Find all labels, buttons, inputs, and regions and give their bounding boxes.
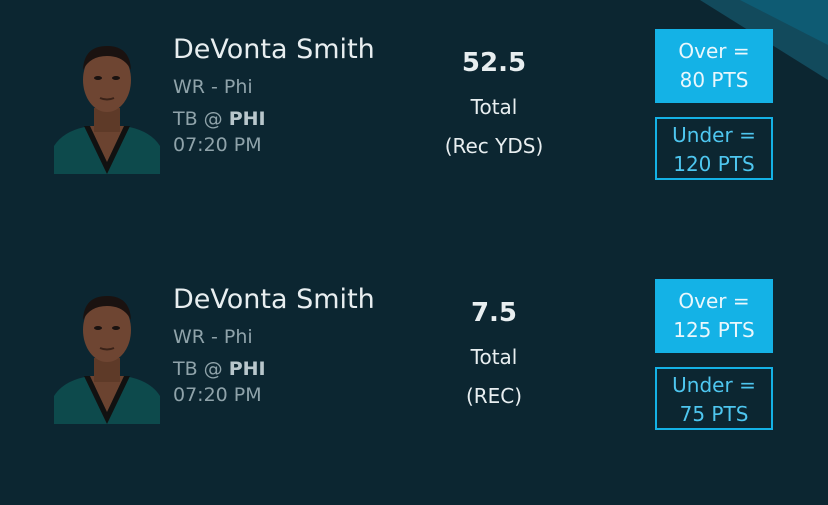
line-value: 52.5 <box>461 48 527 78</box>
stat-type: (Rec YDS) <box>444 134 544 158</box>
over-points: 80 PTS <box>679 68 749 92</box>
under-button[interactable]: Under = 75 PTS <box>655 367 773 430</box>
player-photo <box>54 38 160 174</box>
under-points: 120 PTS <box>673 152 755 176</box>
game-time: 07:20 PM <box>173 384 262 406</box>
matchup: TB @ PHI <box>173 108 266 130</box>
over-button[interactable]: Over = 125 PTS <box>655 279 773 353</box>
stat-type: (REC) <box>465 384 523 408</box>
line-label: Total <box>470 345 518 369</box>
player-position: WR - Phi <box>173 326 253 348</box>
away-team: TB @ <box>173 108 223 130</box>
over-points: 125 PTS <box>673 318 755 342</box>
under-button[interactable]: Under = 120 PTS <box>655 117 773 180</box>
player-position: WR - Phi <box>173 76 253 98</box>
corner-stripe <box>740 0 828 45</box>
under-points: 75 PTS <box>679 402 749 426</box>
over-label: Over = <box>678 39 750 63</box>
over-label: Over = <box>678 289 750 313</box>
away-team: TB @ <box>173 358 223 380</box>
over-button[interactable]: Over = 80 PTS <box>655 29 773 103</box>
player-photo <box>54 288 160 424</box>
under-label: Under = <box>672 373 756 397</box>
under-label: Under = <box>672 123 756 147</box>
player-name: DeVonta Smith <box>173 284 375 315</box>
line-value: 7.5 <box>470 298 518 328</box>
line-label: Total <box>470 95 518 119</box>
prop-card: DeVonta Smith WR - Phi TB @ PHI 07:20 PM… <box>0 0 828 250</box>
game-time: 07:20 PM <box>173 134 262 156</box>
home-team: PHI <box>228 358 266 380</box>
matchup: TB @ PHI <box>173 358 266 380</box>
player-name: DeVonta Smith <box>173 34 375 65</box>
home-team: PHI <box>228 108 266 130</box>
prop-card: DeVonta Smith WR - Phi TB @ PHI 07:20 PM… <box>0 250 828 500</box>
